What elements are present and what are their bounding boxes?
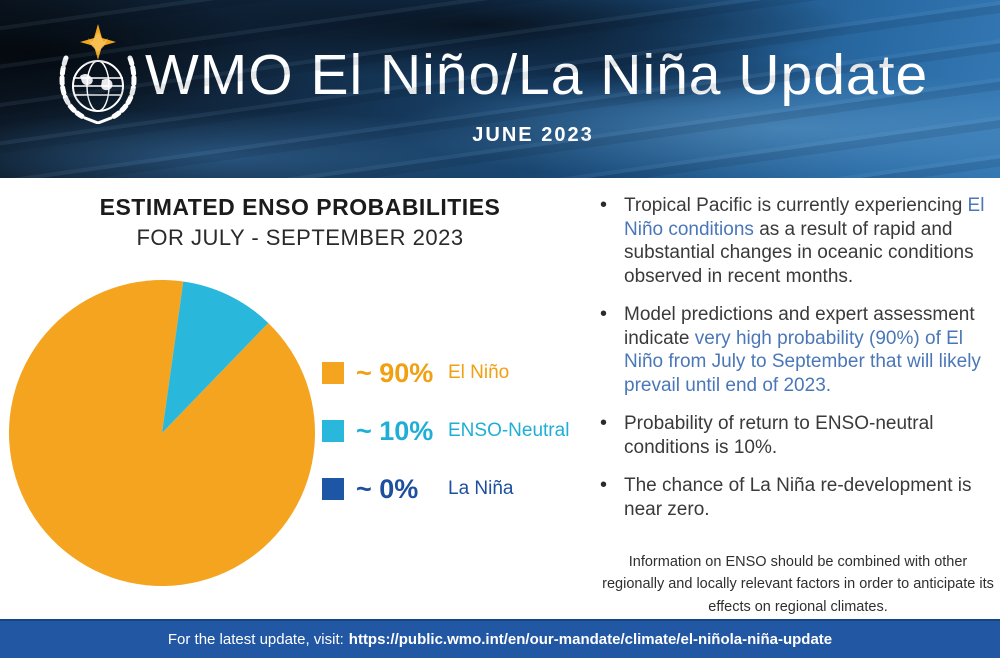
chart-legend: ~ 90% El Niño ~ 10% ENSO-Neutral ~ 0% La Niña bbox=[322, 353, 592, 527]
legend-swatch-icon bbox=[322, 362, 344, 384]
bullet-text: Probability of return to ENSO-neutral co… bbox=[624, 413, 934, 458]
footer-url-link[interactable]: https://public.wmo.int/en/our-mandate/cl… bbox=[348, 631, 833, 648]
summary-bullet-list: Tropical Pacific is currently experienci… bbox=[598, 193, 996, 537]
chart-title: ESTIMATED ENSO PROBABILITIES FOR JULY - … bbox=[40, 194, 560, 251]
bullet-text: Tropical Pacific is currently experienci… bbox=[624, 195, 968, 216]
legend-value: ~ 10% bbox=[356, 415, 434, 446]
issue-date: JUNE 2023 bbox=[472, 124, 594, 146]
bullet-item-4: The chance of La Niña re-development is … bbox=[598, 473, 996, 521]
disclaimer-note: Information on ENSO should be combined w… bbox=[602, 554, 994, 615]
bullet-text: as a result of rapid and substantial cha… bbox=[624, 218, 974, 287]
legend-label: La Niña bbox=[448, 478, 514, 499]
legend-label: ENSO-Neutral bbox=[448, 420, 570, 441]
bullet-highlight-text: very high probability (90%) of El Niño f… bbox=[624, 327, 981, 396]
wmo-logo-icon bbox=[59, 24, 137, 124]
header-banner: WMO El Niño/La Niña Update JUNE 2023 bbox=[0, 0, 1000, 178]
bullet-item-2: Model predictions and expert assessment … bbox=[598, 302, 996, 397]
page-title: WMO El Niño/La Niña Update bbox=[145, 43, 929, 107]
pie-slice-el-ni-o bbox=[8, 280, 315, 587]
bullet-text: Model predictions and expert assessment … bbox=[624, 304, 975, 349]
legend-label: El Niño bbox=[448, 362, 510, 383]
legend-value: ~ 90% bbox=[356, 357, 434, 388]
pie-slice-enso-neutral bbox=[162, 281, 269, 433]
legend-swatch-icon bbox=[322, 478, 344, 500]
footer-bar: For the latest update, visit: https://pu… bbox=[0, 619, 1000, 658]
pie-chart-svg bbox=[8, 280, 315, 587]
chart-title-line1: ESTIMATED ENSO PROBABILITIES bbox=[99, 194, 501, 220]
bullet-highlight-text: El Niño conditions bbox=[624, 195, 985, 240]
footer-prefix: For the latest update, visit: bbox=[167, 631, 344, 648]
legend-item-el-ni-o: ~ 90% El Niño bbox=[322, 353, 592, 393]
chart-title-line2: FOR JULY - SEPTEMBER 2023 bbox=[136, 225, 464, 250]
legend-value: ~ 0% bbox=[356, 473, 419, 504]
bullet-text: The chance of La Niña re-development is … bbox=[624, 475, 972, 521]
pie-chart bbox=[6, 276, 318, 588]
bullet-item-1: Tropical Pacific is currently experienci… bbox=[598, 193, 996, 288]
legend-item-la-ni-a: ~ 0% La Niña bbox=[322, 469, 592, 509]
bullet-item-3: Probability of return to ENSO-neutral co… bbox=[598, 411, 996, 459]
legend-swatch-icon bbox=[322, 420, 344, 442]
legend-item-enso-neutral: ~ 10% ENSO-Neutral bbox=[322, 411, 592, 451]
